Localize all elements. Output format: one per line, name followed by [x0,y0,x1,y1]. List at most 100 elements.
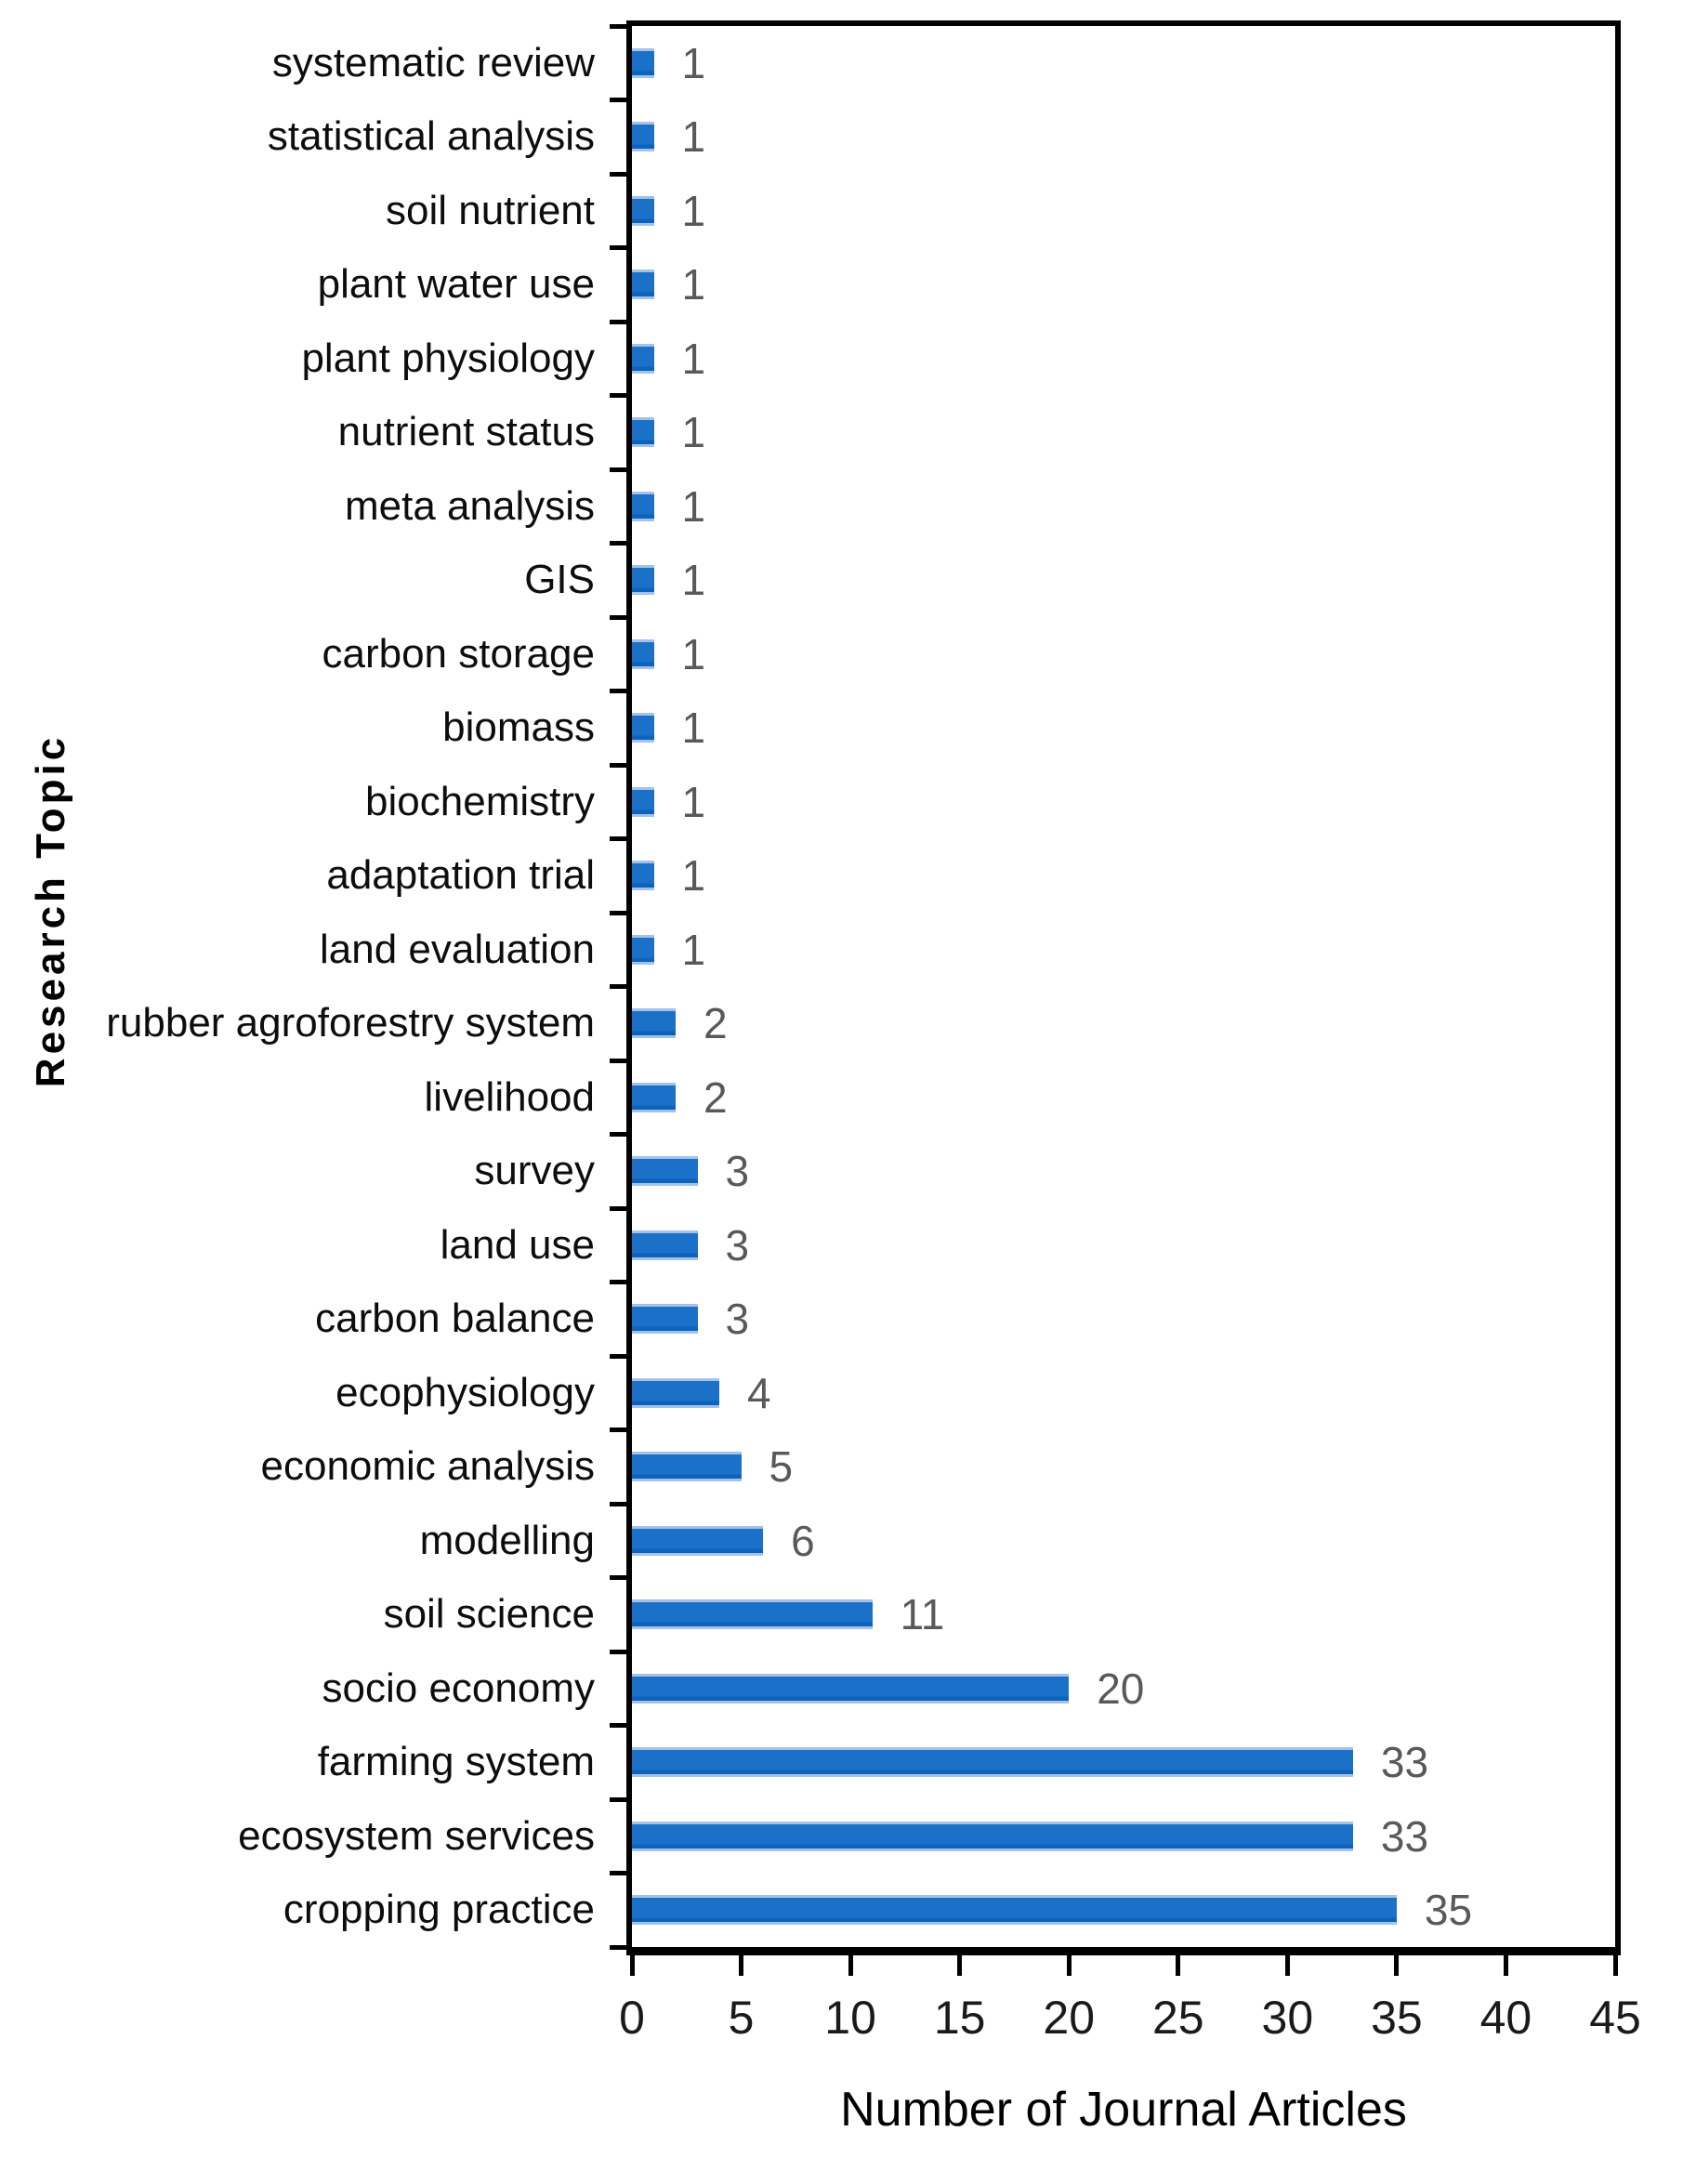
table-row: ecophysiology 4 [0,1356,1683,1430]
x-axis-tick-label: 30 [1261,1992,1314,2044]
bar [632,1082,677,1112]
table-row: carbon balance 3 [0,1283,1683,1357]
table-row: biochemistry 1 [0,765,1683,839]
y-tick-mark [610,1796,632,1802]
y-tick-mark [610,98,632,102]
table-row: ecosystem services 33 [0,1799,1683,1874]
category-label: cropping practice [283,1887,595,1933]
value-label: 20 [1097,1664,1145,1713]
x-tick-mark [957,1955,963,1976]
category-label: soil nutrient [385,187,595,233]
y-tick-mark [610,614,632,620]
category-label: socio economy [322,1664,595,1711]
table-row: land evaluation 1 [0,913,1683,987]
bar [632,1525,764,1556]
value-label: 6 [791,1516,815,1565]
value-label: 1 [681,629,706,678]
table-row: nutrient status 1 [0,396,1683,470]
x-tick-mark [739,1955,744,1976]
x-axis-tick-label: 0 [619,1992,645,2044]
value-label: 35 [1424,1886,1473,1935]
table-row: meta analysis 1 [0,469,1683,544]
bar [632,1599,873,1630]
category-label: biomass [442,704,595,751]
y-tick-mark [610,245,632,250]
value-label: 1 [681,925,706,974]
value-label: 1 [681,260,706,309]
category-label: adaptation trial [326,852,595,899]
table-row: land use 3 [0,1208,1683,1283]
value-label: 1 [681,334,706,383]
bar [632,1008,677,1039]
x-tick-mark [848,1955,853,1976]
y-tick-mark [610,762,632,768]
category-label: systematic review [271,39,595,86]
y-tick-mark [610,1944,632,1950]
table-row: soil science 11 [0,1578,1683,1652]
table-row: farming system 33 [0,1726,1683,1800]
category-label: rubber agroforestry system [106,1000,595,1046]
table-row: modelling 6 [0,1504,1683,1578]
table-row: biomass 1 [0,691,1683,766]
y-tick-mark [610,1501,632,1506]
bar [632,638,654,669]
plot-area [626,20,1621,1955]
y-tick-mark [610,1575,632,1580]
x-axis-title: Number of Journal Articles [840,2083,1407,2137]
value-label: 1 [681,38,706,87]
category-label: carbon storage [322,630,595,677]
table-row: economic analysis 5 [0,1430,1683,1505]
x-tick-mark [1503,1955,1508,1976]
value-label: 1 [681,112,706,162]
category-label: land use [440,1221,595,1268]
y-tick-mark [610,1280,632,1284]
value-label: 2 [703,999,728,1048]
y-tick-mark [610,984,632,989]
x-axis-tick-label: 45 [1589,1992,1641,2044]
x-tick-mark [1394,1955,1400,1976]
y-tick-mark [610,171,632,177]
bar [632,1895,1397,1926]
value-label: 1 [681,481,706,531]
x-tick-mark [1066,1955,1072,1976]
category-label: nutrient status [337,409,595,455]
y-tick-mark [610,467,632,472]
y-tick-mark [610,910,632,915]
x-tick-mark [629,1955,635,1976]
y-tick-mark [610,1723,632,1728]
bar [632,861,654,891]
bar [632,786,654,817]
y-tick-mark [610,689,632,693]
bar [632,1747,1353,1778]
y-tick-mark [610,1205,632,1211]
value-label: 1 [681,704,706,753]
value-label: 1 [681,777,706,826]
y-tick-mark [610,1353,632,1359]
table-row: socio economy 20 [0,1651,1683,1726]
bar [632,565,654,596]
y-tick-mark [610,1058,632,1063]
bar [632,1156,698,1187]
bar [632,343,654,374]
category-label: survey [474,1148,595,1194]
x-axis-tick-label: 10 [824,1992,876,2044]
value-label: 1 [681,186,706,235]
x-tick-mark [1176,1955,1181,1976]
bar [632,417,654,448]
bar [632,1377,720,1408]
x-axis-tick-label: 35 [1371,1992,1423,2044]
y-tick-mark [610,1649,632,1654]
y-tick-mark [610,541,632,546]
table-row: soil nutrient 1 [0,174,1683,248]
bar [632,270,654,300]
bar [632,1304,698,1335]
y-tick-mark [610,1871,632,1875]
table-row: systematic review 1 [0,26,1683,100]
category-label: plant water use [317,261,595,308]
value-label: 3 [725,1147,750,1196]
category-label: livelihood [424,1073,595,1120]
y-tick-mark [610,393,632,398]
value-label: 33 [1380,1738,1429,1787]
value-label: 1 [681,408,706,457]
